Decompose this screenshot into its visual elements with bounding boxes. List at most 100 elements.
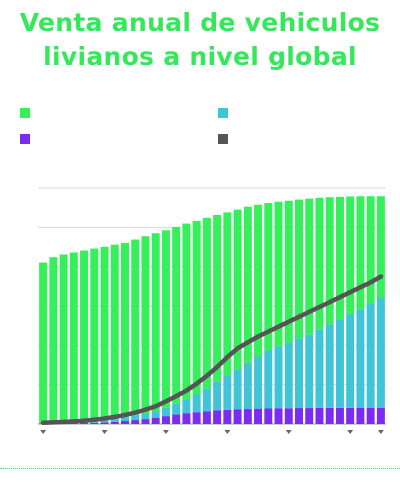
bar-cyan bbox=[346, 314, 355, 408]
bar-cyan bbox=[335, 319, 344, 408]
bar-green bbox=[335, 196, 344, 320]
bar-cyan bbox=[192, 394, 201, 413]
bar-purple bbox=[80, 423, 89, 424]
x-tick-marker bbox=[347, 430, 354, 434]
bar-green bbox=[223, 212, 232, 376]
x-tick-marker bbox=[101, 430, 108, 434]
bar-green bbox=[59, 254, 68, 423]
bar-purple bbox=[243, 409, 252, 424]
bar-green bbox=[69, 252, 78, 423]
bar-purple bbox=[131, 420, 140, 424]
bar-cyan bbox=[325, 324, 334, 408]
bar-green bbox=[366, 196, 375, 304]
bar-cyan bbox=[121, 417, 129, 422]
bar-cyan bbox=[141, 413, 150, 420]
bar-cyan bbox=[110, 418, 119, 422]
bar-cyan bbox=[223, 375, 232, 410]
bar-purple bbox=[141, 419, 150, 424]
bar-green bbox=[172, 226, 181, 404]
bar-green bbox=[141, 236, 150, 414]
bar-green bbox=[121, 242, 129, 418]
x-tick-marker bbox=[162, 430, 169, 434]
bar-green bbox=[90, 248, 99, 421]
bar-green bbox=[161, 230, 170, 408]
bar-cyan bbox=[284, 342, 293, 409]
bar-purple bbox=[295, 408, 303, 424]
bar-purple bbox=[213, 410, 222, 424]
bar-cyan bbox=[100, 420, 109, 423]
bar-purple bbox=[233, 409, 242, 424]
bar-cyan bbox=[305, 334, 314, 409]
bar-cyan bbox=[202, 388, 211, 412]
bar-green bbox=[192, 220, 201, 395]
bar-cyan bbox=[376, 297, 385, 408]
bar-green bbox=[376, 196, 385, 298]
bar-cyan bbox=[233, 369, 242, 410]
bar-purple bbox=[100, 422, 109, 424]
bar-purple bbox=[284, 408, 293, 424]
chart-title-line-2: livianos a nivel global bbox=[43, 42, 357, 71]
bar-green bbox=[80, 250, 89, 422]
bar-purple bbox=[90, 422, 99, 424]
bar-green bbox=[325, 197, 334, 325]
bar-green bbox=[356, 196, 365, 310]
legend-swatch-cyan bbox=[218, 108, 228, 118]
bar-green bbox=[110, 244, 119, 419]
bar-green bbox=[131, 239, 140, 416]
bar-cyan bbox=[356, 309, 365, 408]
bar-cyan bbox=[254, 356, 263, 409]
bar-purple bbox=[254, 408, 263, 424]
x-tick-marker bbox=[224, 430, 231, 434]
bar-cyan bbox=[366, 303, 375, 408]
bar-green bbox=[274, 201, 283, 347]
legend bbox=[0, 96, 400, 156]
legend-item-green bbox=[20, 106, 36, 120]
bar-green bbox=[39, 262, 48, 423]
bar-green bbox=[49, 257, 58, 423]
legend-item-purple bbox=[20, 132, 36, 146]
x-tick-marker bbox=[377, 430, 384, 434]
bar-green bbox=[151, 233, 160, 412]
bar-purple bbox=[335, 407, 344, 424]
bar-purple bbox=[192, 412, 201, 424]
bar-green bbox=[284, 200, 293, 343]
bar-purple bbox=[202, 411, 211, 424]
bar-cyan bbox=[161, 407, 170, 417]
legend-swatch-line bbox=[218, 134, 228, 144]
series-line bbox=[40, 274, 384, 426]
legend-swatch-green bbox=[20, 108, 30, 118]
bar-green bbox=[243, 206, 252, 363]
bar-green bbox=[295, 199, 303, 339]
bar-purple bbox=[121, 421, 129, 424]
bar-purple bbox=[305, 408, 314, 424]
bar-cyan bbox=[264, 350, 273, 409]
bar-cyan bbox=[151, 411, 160, 418]
bar-purple bbox=[172, 414, 181, 424]
bar-purple bbox=[274, 408, 283, 424]
bar-green bbox=[305, 198, 314, 335]
bar-green bbox=[182, 223, 191, 400]
bar-purple bbox=[110, 421, 119, 424]
bar-green bbox=[254, 204, 263, 357]
x-tick-marker bbox=[40, 430, 47, 434]
bar-green bbox=[202, 217, 211, 389]
bar-green bbox=[233, 209, 242, 370]
bar-green bbox=[264, 202, 273, 351]
bar-cyan bbox=[131, 415, 140, 421]
bar-cyan bbox=[172, 403, 181, 415]
bar-green bbox=[100, 246, 109, 421]
legend-item-line bbox=[218, 132, 234, 146]
bar-purple bbox=[182, 413, 191, 424]
chart-plot bbox=[38, 187, 386, 434]
chart-title-line-1: Venta anual de vehiculos bbox=[19, 8, 381, 37]
bar-purple bbox=[366, 407, 375, 424]
bar-purple bbox=[161, 416, 170, 424]
bar-purple bbox=[151, 417, 160, 424]
bar-cyan bbox=[315, 329, 324, 408]
bar-purple bbox=[356, 407, 365, 424]
footer-divider bbox=[0, 468, 400, 469]
bar-cyan bbox=[213, 381, 222, 411]
bar-cyan bbox=[182, 399, 191, 414]
bar-purple bbox=[315, 407, 324, 424]
bar-green bbox=[346, 196, 355, 315]
